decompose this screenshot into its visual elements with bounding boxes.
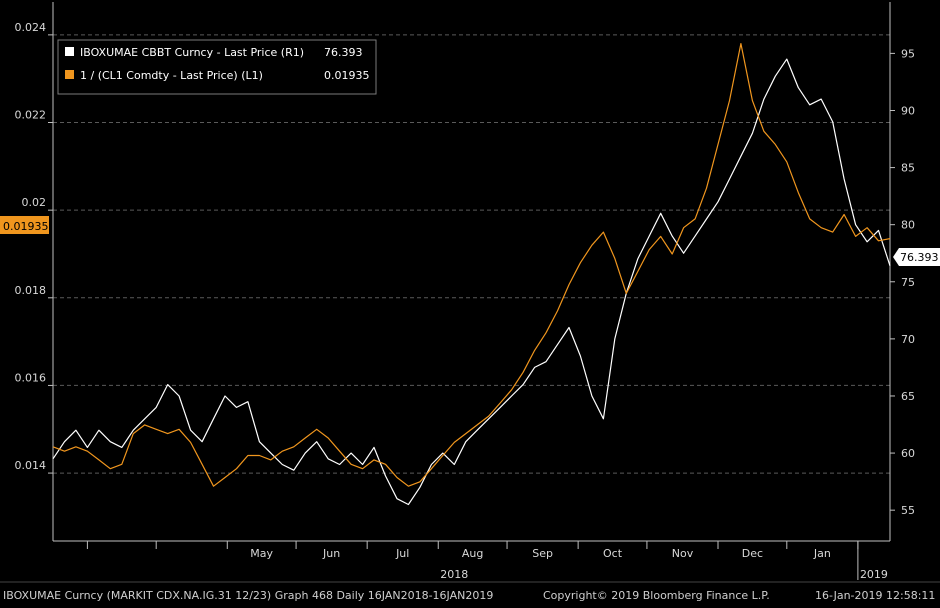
right-tick-label: 90 (901, 104, 915, 117)
month-label: Nov (672, 547, 694, 560)
month-label: Jun (322, 547, 340, 560)
month-label: Dec (742, 547, 763, 560)
year-label: 2018 (440, 568, 468, 581)
right-tick-label: 75 (901, 276, 915, 289)
year-label: 2019 (860, 568, 888, 581)
legend-swatch-series-2 (65, 70, 74, 79)
legend: IBOXUMAE CBBT Curncy - Last Price (R1) 7… (57, 39, 377, 95)
footer-right: 16-Jan-2019 12:58:11 (815, 589, 935, 602)
right-tick-label: 80 (901, 219, 915, 232)
series-line-1 (52, 58, 891, 506)
left-tick-label: 0.02 (22, 196, 47, 209)
legend-value-series-2: 0.01935 (324, 69, 370, 82)
left-tick-label: 0.016 (15, 371, 47, 384)
legend-label-series-1: IBOXUMAE CBBT Curncy - Last Price (R1) (80, 46, 304, 59)
right-tick-label: 70 (901, 333, 915, 346)
right-tick-label: 95 (901, 47, 915, 60)
series-layer (52, 42, 891, 506)
footer-left: IBOXUMAE Curncy (MARKIT CDX.NA.IG.31 12/… (3, 589, 493, 602)
left-tick-label: 0.024 (15, 21, 47, 34)
right-tick-label: 60 (901, 447, 915, 460)
footer-center: Copyright© 2019 Bloomberg Finance L.P. (543, 589, 770, 602)
right-last-value-badge: 76.393 (893, 248, 940, 266)
month-label: Oct (603, 547, 623, 560)
month-label: Aug (462, 547, 483, 560)
left-last-value-text: 0.01935 (3, 220, 49, 233)
month-label: Jul (395, 547, 409, 560)
left-tick-label: 0.022 (15, 109, 47, 122)
legend-box (57, 39, 377, 95)
right-tick-label: 55 (901, 504, 915, 517)
left-tick-label: 0.014 (15, 459, 47, 472)
series-line-2 (52, 42, 891, 487)
legend-swatch-series-1 (65, 47, 74, 56)
legend-label-series-2: 1 / (CL1 Comdty - Last Price) (L1) (80, 69, 263, 82)
month-label: May (250, 547, 273, 560)
axes: 0.014 0.016 0.018 0.02 0.022 0.024 55 60 65 70 75 8… (15, 2, 915, 581)
right-tick-label: 65 (901, 390, 915, 403)
left-tick-label: 0.018 (15, 284, 47, 297)
month-label: Jan (813, 547, 831, 560)
right-last-value-text: 76.393 (900, 251, 939, 264)
month-label: Sep (532, 547, 553, 560)
legend-value-series-1: 76.393 (324, 46, 363, 59)
left-last-value-badge: 0.01935 (0, 216, 49, 234)
right-tick-label: 85 (901, 162, 915, 175)
